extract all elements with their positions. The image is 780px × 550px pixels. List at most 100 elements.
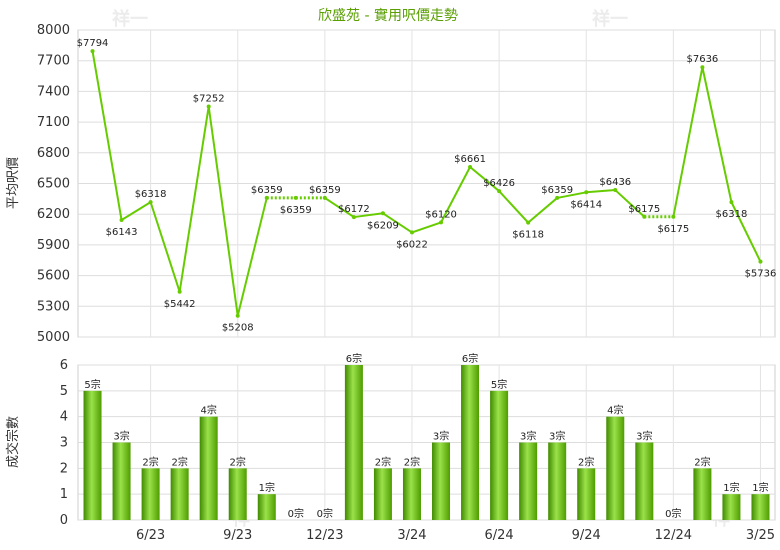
data-label: $6661 — [454, 154, 486, 165]
data-label: 1宗 — [723, 481, 739, 494]
series-line-segment — [440, 166, 471, 223]
bar — [83, 390, 102, 520]
data-point — [119, 218, 124, 223]
transactions-bar-chart: 0 1 2 3 4 5 6 5宗 3宗 2宗 2宗 4宗 2宗 1宗 0宗 0宗 6宗 2宗 2宗 3宗 6宗 5宗 3宗 3… — [60, 352, 776, 543]
data-label: $6175 — [628, 204, 660, 215]
data-label: 4宗 — [201, 404, 217, 417]
data-label: 2宗 — [375, 455, 391, 468]
data-label: 6宗 — [462, 352, 478, 365]
bar — [112, 442, 131, 520]
y-tick-label: 5300 — [37, 299, 70, 314]
bar — [519, 442, 538, 520]
data-label: 2宗 — [142, 455, 158, 468]
data-label: $7636 — [686, 54, 718, 65]
data-label: 5宗 — [84, 378, 100, 391]
data-label: $6143 — [106, 227, 138, 238]
bar — [228, 468, 247, 520]
y-tick-label: 6 — [60, 358, 68, 373]
series-line-segment — [207, 106, 239, 316]
data-label: $5736 — [745, 269, 777, 280]
y-tick-label: 5 — [60, 384, 68, 399]
series-line-segment — [672, 67, 704, 217]
data-label: $6359 — [251, 185, 283, 196]
data-point — [555, 195, 560, 200]
data-point — [526, 220, 531, 225]
data-label: 2宗 — [404, 455, 420, 468]
bar — [432, 442, 451, 520]
data-point — [380, 211, 385, 216]
series-line-segment — [382, 212, 413, 234]
data-label: $6426 — [483, 178, 515, 189]
data-point — [148, 200, 153, 205]
data-point — [671, 214, 676, 219]
x-tick-label: 3/25 — [746, 528, 775, 543]
data-label: 0宗 — [665, 507, 681, 520]
data-label: $6209 — [367, 220, 399, 231]
bar — [257, 494, 276, 520]
data-point — [613, 188, 618, 193]
data-point — [584, 190, 589, 195]
data-label: 5宗 — [491, 378, 507, 391]
data-label: $6436 — [599, 177, 631, 188]
x-tick-label: 9/23 — [223, 528, 252, 543]
series-line-segment — [701, 67, 733, 203]
data-point — [409, 230, 414, 235]
bar — [141, 468, 160, 520]
data-label: 2宗 — [694, 455, 710, 468]
bar — [170, 468, 189, 520]
bar — [548, 442, 567, 520]
data-point — [468, 165, 473, 170]
data-label: 3宗 — [520, 430, 536, 443]
series-line-segment — [236, 197, 268, 316]
data-label: 0宗 — [317, 507, 333, 520]
bar — [577, 468, 596, 520]
watermark-text: 祥一 — [112, 8, 148, 30]
data-label: $7794 — [77, 38, 109, 49]
data-label: 4宗 — [607, 404, 623, 417]
data-label: $6172 — [338, 204, 370, 215]
series-line-segment — [324, 197, 355, 218]
data-label: 3宗 — [549, 430, 565, 443]
data-point — [90, 49, 95, 54]
data-label: 2宗 — [171, 455, 187, 468]
data-label: $6318 — [135, 189, 167, 200]
data-label: $6359 — [309, 185, 341, 196]
y-tick-label: 7100 — [37, 115, 70, 130]
data-label: 3宗 — [433, 430, 449, 443]
data-point — [758, 259, 763, 264]
x-tick-label: 3/24 — [397, 528, 426, 543]
y-tick-label: 5600 — [37, 269, 70, 284]
y-tick-label: 7400 — [37, 84, 70, 99]
series-line-segment — [411, 221, 442, 234]
data-label: 1宗 — [752, 481, 768, 494]
series-line-segment — [586, 189, 616, 194]
data-point — [264, 195, 269, 200]
series-line-segment — [353, 212, 384, 219]
x-tick-label: 12/24 — [655, 528, 692, 543]
data-label: $6414 — [570, 199, 602, 210]
series-line-segment — [91, 50, 123, 221]
series-line-segment — [614, 189, 645, 218]
y-tick-label: 4 — [60, 410, 68, 425]
bar — [751, 494, 770, 520]
data-label: 2宗 — [230, 455, 246, 468]
bar — [490, 390, 509, 520]
y-tick-label: 3 — [60, 436, 68, 451]
y-tick-label: 1 — [60, 487, 68, 502]
data-label: $5442 — [164, 299, 196, 310]
x-tick-label: 6/24 — [485, 528, 514, 543]
data-point — [729, 200, 734, 205]
y-tick-label: 7700 — [37, 54, 70, 69]
data-point — [642, 214, 647, 219]
data-point — [351, 215, 356, 220]
data-label: $6359 — [280, 205, 312, 216]
watermark-text: 祥一 — [592, 8, 628, 30]
y-axis-label-price: 平均呎價 — [6, 157, 21, 209]
data-label: 1宗 — [259, 481, 275, 494]
y-tick-label: 5000 — [37, 330, 70, 345]
data-point — [700, 65, 705, 70]
series-line-segment — [121, 201, 152, 221]
y-tick-label: 6200 — [37, 207, 70, 222]
data-label: 6宗 — [346, 352, 362, 365]
